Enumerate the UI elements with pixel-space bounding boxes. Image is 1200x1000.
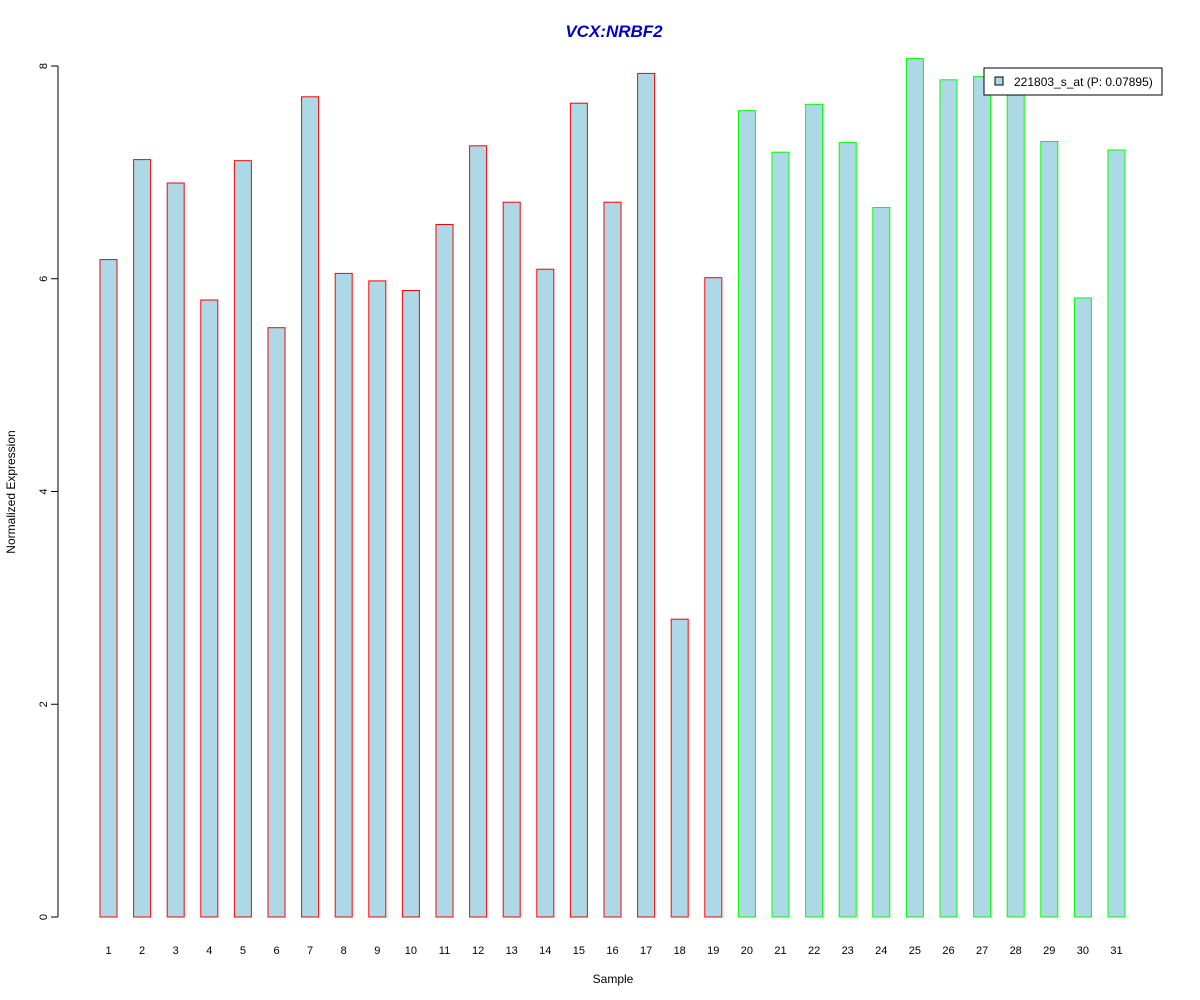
bar-sample-8 <box>334 272 353 918</box>
bar-sample-29 <box>1040 141 1059 918</box>
x-tick-label: 14 <box>539 945 551 957</box>
bar-sample-25 <box>905 58 924 918</box>
bar-sample-1 <box>99 259 118 918</box>
x-tick-label: 26 <box>942 945 954 957</box>
x-tick-label: 24 <box>875 945 887 957</box>
y-axis: 0 2 4 6 8 <box>38 63 59 920</box>
y-tick-label: 4 <box>38 488 50 494</box>
y-tick-label: 8 <box>38 63 50 69</box>
bar-sample-5 <box>233 160 252 918</box>
legend-box <box>983 67 1163 96</box>
bar-sample-2 <box>133 159 152 918</box>
bar-sample-9 <box>368 280 387 918</box>
x-tick-label: 31 <box>1110 945 1122 957</box>
x-tick-label: 25 <box>909 945 921 957</box>
legend: 221803_s_at (P: 0.07895) <box>983 67 1163 96</box>
bar-sample-18 <box>670 618 689 918</box>
y-tick-label: 2 <box>38 701 50 707</box>
x-tick-label: 5 <box>240 945 246 957</box>
x-tick-label: 12 <box>472 945 484 957</box>
bar-sample-7 <box>301 96 320 918</box>
bar-sample-14 <box>536 268 555 918</box>
x-tick-label: 9 <box>374 945 380 957</box>
x-tick-label: 19 <box>707 945 719 957</box>
y-axis-label: Normalized Expression <box>4 430 18 553</box>
x-tick-label: 13 <box>506 945 518 957</box>
bar-sample-13 <box>502 201 521 918</box>
bar-sample-23 <box>838 142 857 918</box>
bar-sample-19 <box>704 277 723 918</box>
x-tick-label: 3 <box>173 945 179 957</box>
y-tick-label: 6 <box>38 276 50 282</box>
bar-sample-12 <box>469 145 488 918</box>
x-tick-label: 11 <box>439 945 450 957</box>
x-tick-label: 27 <box>976 945 988 957</box>
x-axis-label: Sample <box>593 972 634 986</box>
x-tick-label: 4 <box>206 945 212 957</box>
bar-sample-6 <box>267 327 286 918</box>
x-tick-label: 22 <box>808 945 820 957</box>
bar-sample-30 <box>1073 297 1092 918</box>
bar-sample-28 <box>1006 81 1025 918</box>
bar-sample-22 <box>805 103 824 918</box>
bar-sample-10 <box>401 290 420 918</box>
x-tick-label: 28 <box>1010 945 1022 957</box>
x-tick-label: 7 <box>307 945 313 957</box>
x-tick-label: 6 <box>273 945 279 957</box>
legend-swatch <box>994 76 1004 86</box>
bar-sample-16 <box>603 201 622 918</box>
x-tick-label: 15 <box>573 945 585 957</box>
legend-label: 221803_s_at (P: 0.07895) <box>1014 75 1153 89</box>
x-tick-labels: 1 2 3 4 5 6 7 8 9 10 11 12 13 14 15 16 17 18 19 20 21 22 23 24 2… <box>105 945 1122 957</box>
bar-sample-11 <box>435 224 454 918</box>
chart-title: VCX:NRBF2 <box>565 22 663 41</box>
bar-sample-26 <box>939 79 958 918</box>
x-tick-label: 30 <box>1077 945 1089 957</box>
x-tick-label: 8 <box>341 945 347 957</box>
x-tick-label: 10 <box>405 945 417 957</box>
bars-group <box>99 58 1126 918</box>
bar-sample-31 <box>1107 149 1126 918</box>
x-tick-label: 16 <box>606 945 618 957</box>
x-tick-label: 23 <box>842 945 854 957</box>
bar-sample-20 <box>737 110 756 918</box>
x-tick-label: 21 <box>774 945 786 957</box>
x-tick-label: 29 <box>1043 945 1055 957</box>
bar-sample-21 <box>771 151 790 918</box>
bar-sample-24 <box>872 207 891 918</box>
x-tick-label: 2 <box>139 945 145 957</box>
bar-sample-4 <box>200 299 219 918</box>
bar-sample-3 <box>166 182 185 918</box>
x-tick-label: 20 <box>741 945 753 957</box>
bar-sample-15 <box>569 102 588 918</box>
x-tick-label: 18 <box>674 945 686 957</box>
y-tick-label: 0 <box>38 914 50 920</box>
x-tick-label: 17 <box>640 945 652 957</box>
bar-sample-27 <box>973 76 992 918</box>
x-tick-label: 1 <box>105 945 111 957</box>
bar-sample-17 <box>637 72 656 918</box>
